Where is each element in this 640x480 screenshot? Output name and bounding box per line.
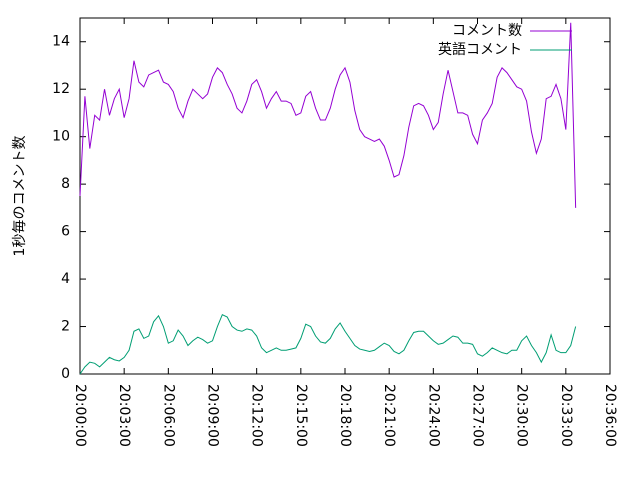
y-tick-label: 0 — [61, 366, 70, 382]
x-tick-label: 20:27:00 — [470, 384, 486, 447]
y-tick-label: 8 — [61, 176, 70, 192]
x-tick-label: 20:24:00 — [425, 384, 441, 447]
y-tick-label: 12 — [52, 81, 70, 97]
x-tick-label: 20:33:00 — [558, 384, 574, 447]
x-tick-label: 20:21:00 — [381, 384, 397, 447]
y-tick-label: 14 — [52, 34, 70, 50]
x-tick-label: 20:12:00 — [249, 384, 265, 447]
y-tick-label: 10 — [52, 129, 70, 145]
x-tick-label: 20:00:00 — [72, 384, 88, 447]
x-tick-label: 20:18:00 — [337, 384, 353, 447]
series-line — [79, 313, 577, 375]
series-line — [79, 22, 577, 208]
legend-label: コメント数 — [452, 23, 522, 39]
y-tick-label: 6 — [61, 224, 70, 240]
y-axis-label: 1秒毎のコメント数 — [12, 136, 28, 257]
y-tick-label: 2 — [61, 319, 70, 335]
x-tick-label: 20:09:00 — [205, 384, 221, 447]
x-tick-label: 20:30:00 — [514, 384, 530, 447]
x-tick-label: 20:15:00 — [293, 384, 309, 447]
x-tick-label: 20:03:00 — [116, 384, 132, 447]
x-tick-label: 20:36:00 — [602, 384, 618, 447]
y-tick-label: 4 — [61, 271, 70, 287]
legend-label: 英語コメント — [438, 41, 522, 58]
x-tick-label: 20:06:00 — [160, 384, 176, 447]
